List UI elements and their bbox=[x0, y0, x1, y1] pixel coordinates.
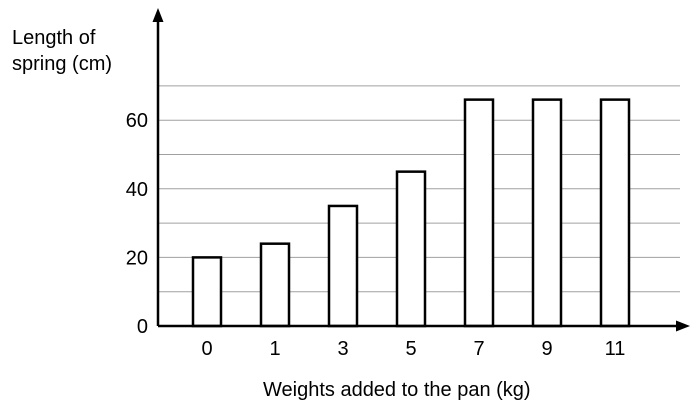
y-tick-label: 40 bbox=[126, 179, 148, 201]
x-tick-label: 1 bbox=[269, 338, 280, 360]
x-axis-arrow bbox=[676, 320, 690, 332]
y-tick-label: 20 bbox=[126, 247, 148, 269]
y-axis-arrow bbox=[152, 8, 164, 22]
x-tick-label: 7 bbox=[473, 338, 484, 360]
x-tick-label: 9 bbox=[541, 338, 552, 360]
bar-1 bbox=[259, 242, 291, 328]
bar-7 bbox=[463, 98, 495, 328]
x-tick-label: 3 bbox=[337, 338, 348, 360]
bar-11 bbox=[599, 98, 631, 328]
y-tick-label: 60 bbox=[126, 110, 148, 132]
bar-3 bbox=[327, 204, 359, 328]
x-tick-labels: 0 1 3 5 7 9 11 bbox=[201, 338, 625, 360]
bars bbox=[191, 98, 631, 328]
x-tick-label: 11 bbox=[605, 338, 626, 360]
x-tick-label: 5 bbox=[405, 338, 416, 360]
x-axis-label: Weights added to the pan (kg) bbox=[263, 379, 531, 401]
bar-9 bbox=[531, 98, 563, 328]
x-tick-label: 0 bbox=[201, 338, 212, 360]
bar-0 bbox=[191, 256, 223, 328]
y-axis-label-line-2: spring (cm) bbox=[12, 53, 112, 75]
y-tick-label: 0 bbox=[137, 316, 148, 338]
y-axis-label-line-1: Length of bbox=[12, 27, 96, 49]
y-tick-labels: 0 20 40 60 bbox=[126, 110, 148, 338]
bar-5 bbox=[395, 170, 427, 328]
